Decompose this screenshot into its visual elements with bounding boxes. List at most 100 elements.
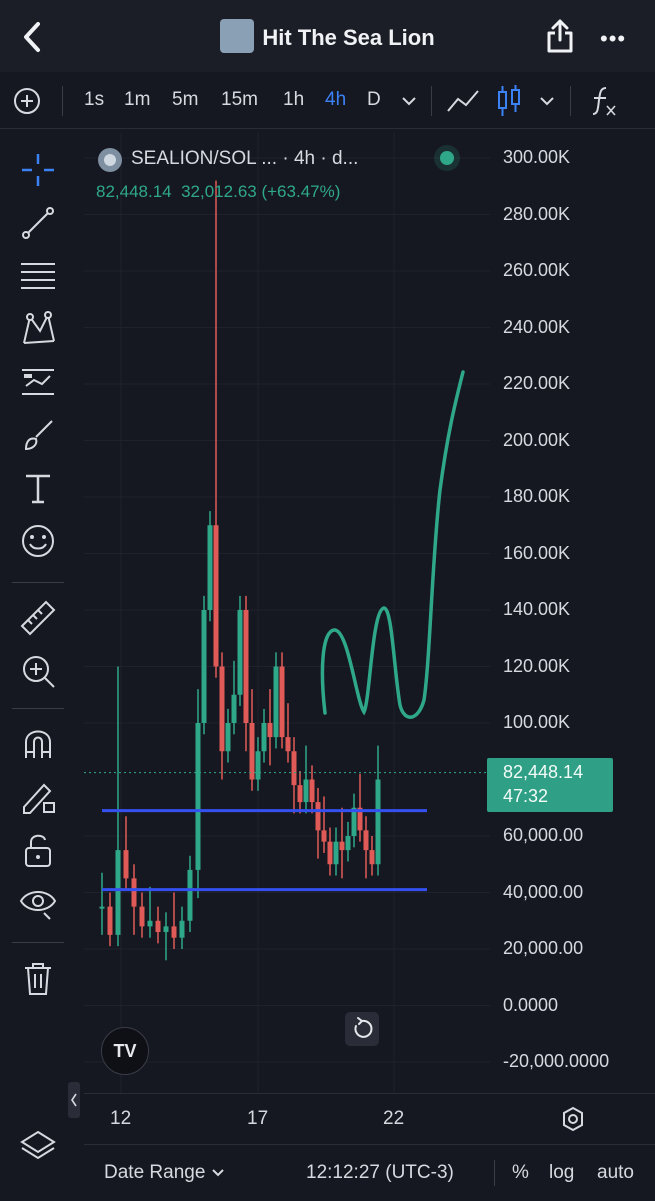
- candle: [99, 872, 105, 935]
- candle: [213, 180, 219, 678]
- crosshair-icon[interactable]: [18, 150, 58, 190]
- emoji-icon[interactable]: [18, 521, 58, 561]
- symbol-title[interactable]: SEALION/SOL ... · 4h · d...: [131, 148, 359, 169]
- candle: [297, 771, 303, 814]
- y-tick-label: 200.00K: [503, 429, 571, 450]
- y-tick-label: 240.00K: [503, 316, 571, 337]
- candle: [255, 737, 261, 791]
- settings-icon[interactable]: [560, 1106, 586, 1132]
- title-text: Hit The Sea Lion: [262, 24, 435, 50]
- candle: [321, 796, 327, 853]
- forecast-drawing[interactable]: [320, 370, 465, 719]
- chart-grid: [84, 133, 490, 1093]
- trendline-icon[interactable]: [18, 203, 58, 243]
- candle: [179, 906, 185, 949]
- market-status-indicator: [440, 151, 454, 165]
- line-chart-icon[interactable]: [446, 87, 480, 115]
- log-toggle[interactable]: log: [549, 1162, 575, 1183]
- chevron-down-icon[interactable]: [400, 94, 418, 108]
- x-tick-label: 17: [247, 1108, 269, 1129]
- change-percent: (+63.47%): [261, 182, 341, 201]
- avatar: [220, 19, 255, 53]
- symbol-legend[interactable]: [96, 146, 124, 179]
- candle: [207, 511, 213, 622]
- text-icon[interactable]: [18, 468, 58, 508]
- price-tag-countdown: 47:32: [503, 786, 549, 806]
- more-button[interactable]: •••: [600, 26, 627, 51]
- candle: [261, 708, 267, 763]
- interval-5m[interactable]: 5m: [172, 89, 199, 110]
- lock-drawing-icon[interactable]: [18, 777, 58, 817]
- y-tick-label: 280.00K: [503, 203, 571, 224]
- magnet-icon[interactable]: [18, 724, 58, 764]
- chevron-down-icon[interactable]: [538, 94, 556, 108]
- interval-4h[interactable]: 4h: [325, 89, 347, 110]
- candle: [327, 827, 333, 876]
- brush-icon[interactable]: [18, 415, 58, 455]
- drawing-toolbar: [0, 130, 80, 1200]
- price-tag-value: 82,448.14: [503, 762, 584, 782]
- percent-toggle[interactable]: %: [512, 1162, 529, 1183]
- candle: [279, 652, 285, 749]
- add-indicator-icon[interactable]: [12, 86, 42, 116]
- zoom-icon[interactable]: [18, 651, 58, 691]
- toolbar-divider: [12, 942, 64, 943]
- candle: [273, 652, 279, 749]
- candle: [285, 703, 291, 763]
- candle: [155, 906, 161, 944]
- fx-icon[interactable]: [590, 84, 620, 118]
- back-icon[interactable]: [18, 20, 48, 54]
- candle: [201, 595, 207, 735]
- candle: [139, 892, 145, 938]
- bottom-bar: Date Range 12:12:27 (UTC-3) % log auto: [84, 1144, 655, 1201]
- collapse-toolbar-button[interactable]: [68, 1082, 80, 1118]
- ruler-icon[interactable]: [18, 598, 58, 638]
- y-tick-label: 20,000.00: [503, 938, 584, 958]
- candle: [351, 793, 357, 848]
- auto-toggle[interactable]: auto: [597, 1162, 634, 1183]
- candle: [249, 689, 255, 791]
- y-tick-label: 220.00K: [503, 373, 571, 393]
- price-tag: 82,448.14 47:32: [487, 758, 613, 812]
- lock-icon[interactable]: [18, 830, 58, 870]
- toolbar-divider: [62, 86, 63, 116]
- candle: [225, 708, 231, 763]
- candle: [243, 595, 249, 752]
- reset-chart-button[interactable]: [345, 1012, 379, 1046]
- x-tick-label: 12: [110, 1108, 132, 1129]
- price-change: 82,448.14 32,012.63 (+63.47%): [96, 182, 340, 202]
- clock-timezone[interactable]: 12:12:27 (UTC-3): [306, 1162, 454, 1183]
- x-tick-label: 22: [383, 1108, 405, 1129]
- layers-icon[interactable]: [18, 1126, 58, 1166]
- candle: [123, 816, 129, 890]
- candle: [369, 836, 375, 876]
- candle: [339, 807, 345, 879]
- date-range-button[interactable]: Date Range: [104, 1162, 225, 1184]
- candle: [147, 886, 153, 938]
- eye-icon[interactable]: [18, 883, 58, 923]
- share-icon[interactable]: [545, 18, 575, 54]
- interval-15m[interactable]: 15m: [221, 89, 258, 110]
- tradingview-logo[interactable]: TV: [101, 1027, 149, 1075]
- pattern-icon[interactable]: [18, 309, 58, 349]
- interval-1h[interactable]: 1h: [283, 89, 305, 110]
- candle: [115, 666, 121, 947]
- trash-icon[interactable]: [18, 958, 58, 998]
- candle: [303, 745, 309, 814]
- y-tick-label: 160.00K: [503, 542, 571, 563]
- y-tick-label: 140.00K: [503, 599, 571, 619]
- change-value: 32,012.63: [181, 182, 257, 201]
- candle: [171, 892, 177, 949]
- interval-d[interactable]: D: [367, 89, 381, 110]
- interval-1s[interactable]: 1s: [84, 89, 105, 110]
- candle: [309, 765, 315, 814]
- price-chart[interactable]: [84, 133, 655, 1093]
- y-tick-label: 0.0000: [503, 994, 559, 1015]
- forecast-icon[interactable]: [18, 362, 58, 402]
- candles-icon[interactable]: [496, 84, 522, 118]
- fib-icon[interactable]: [18, 256, 58, 296]
- chart-toolbar: 1s 1m 5m 15m 1h 4h D: [0, 72, 655, 129]
- candle: [267, 689, 273, 766]
- toolbar-divider: [431, 86, 432, 116]
- interval-1m[interactable]: 1m: [124, 89, 151, 110]
